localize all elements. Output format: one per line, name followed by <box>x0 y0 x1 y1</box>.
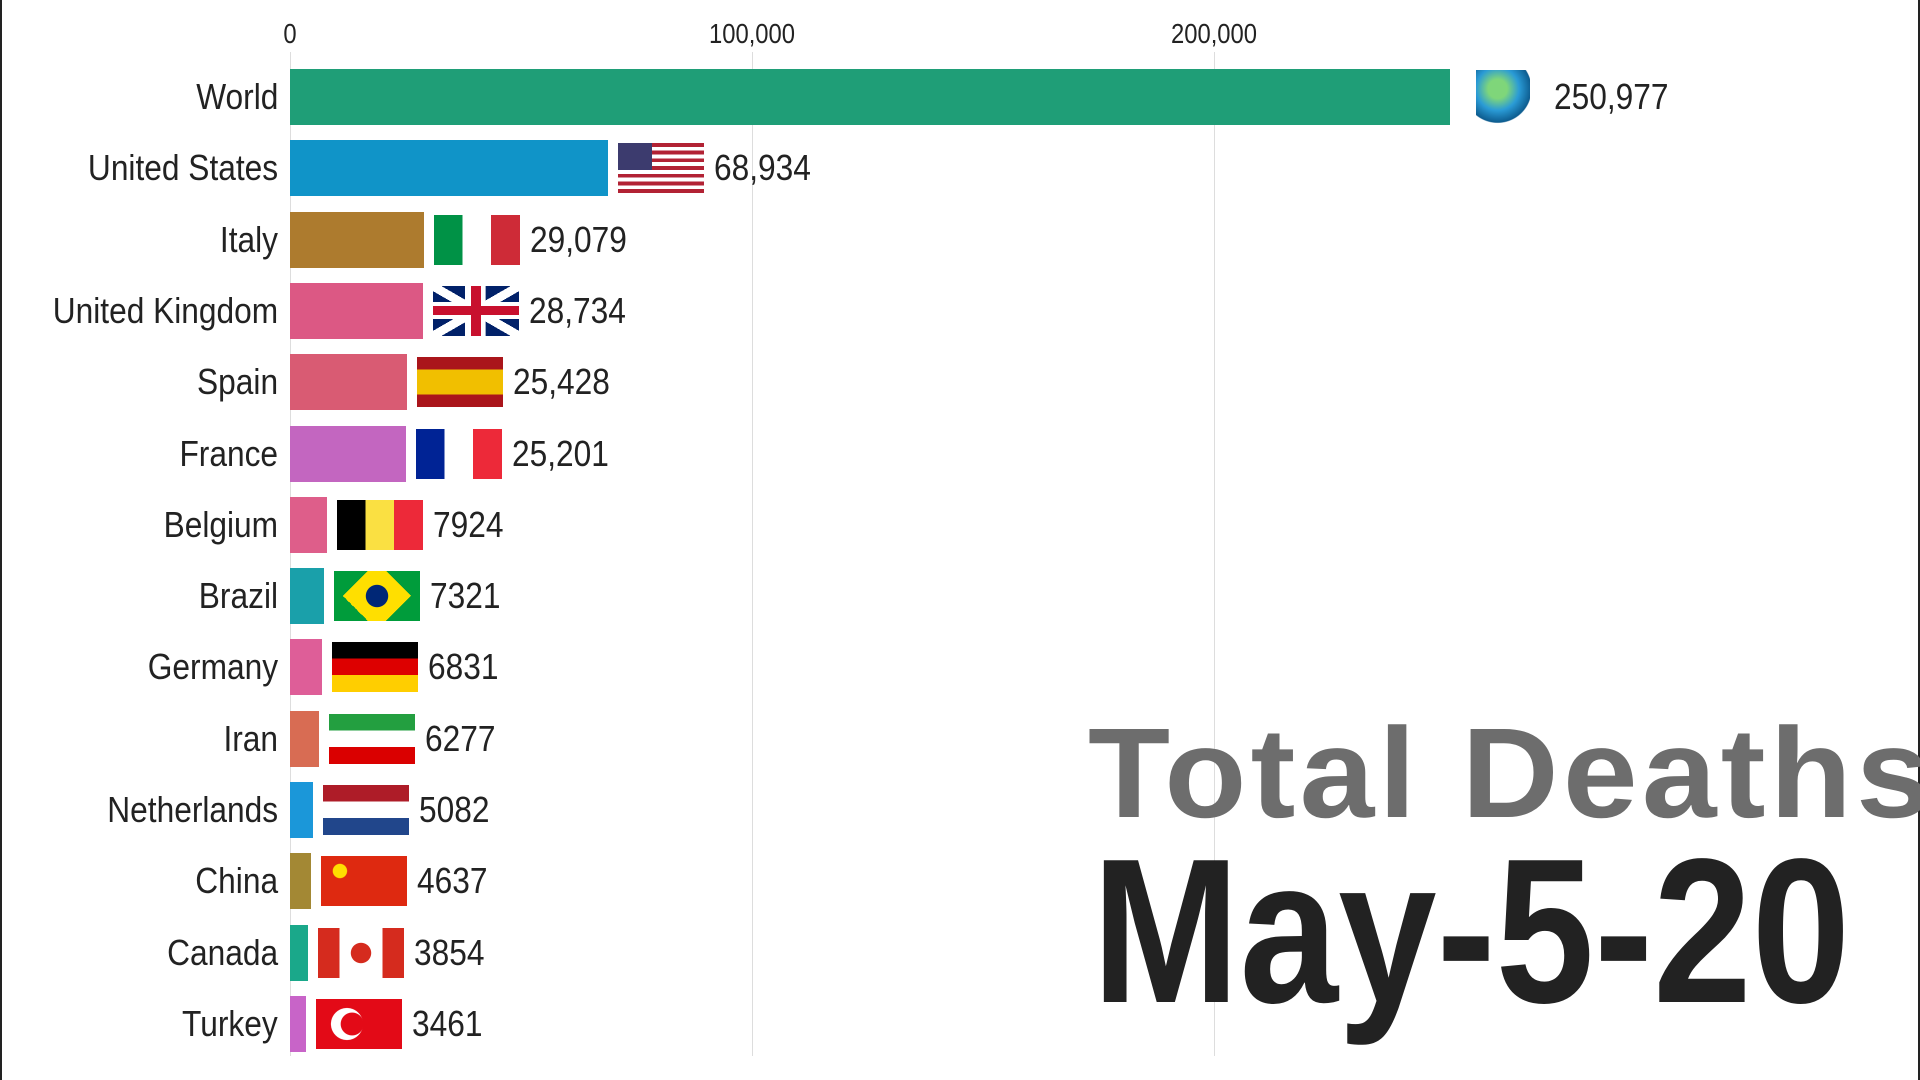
x-tick-label: 0 <box>283 18 297 49</box>
category-label: Spain <box>196 361 278 403</box>
bar <box>290 211 425 268</box>
bar <box>290 69 1450 125</box>
x-tick-label: 100,000 <box>708 18 796 49</box>
germany-flag-icon <box>331 642 418 693</box>
value-label: 68,934 <box>714 147 812 189</box>
category-label: Turkey <box>182 1002 278 1044</box>
globe-icon <box>1475 70 1530 124</box>
bar <box>290 782 314 838</box>
netherlands-flag-icon <box>323 785 410 835</box>
value-label: 25,201 <box>512 432 610 474</box>
bar <box>290 568 324 625</box>
bar <box>290 496 327 553</box>
chart-title: Total Deaths <box>1088 702 1920 845</box>
category-label: Brazil <box>198 575 278 617</box>
category-label: Italy <box>219 218 278 260</box>
bar <box>290 995 306 1052</box>
canada-flag-icon <box>317 927 404 978</box>
value-label: 29,079 <box>530 218 628 260</box>
iran-flag-icon <box>328 713 415 764</box>
spain-flag-icon <box>417 357 504 408</box>
category-label: Canada <box>167 931 278 973</box>
value-label: 25,428 <box>513 361 611 403</box>
gridline <box>752 52 753 1056</box>
x-tick-label: 200,000 <box>1170 18 1258 49</box>
category-label: United Kingdom <box>52 289 278 331</box>
bar <box>290 354 408 411</box>
category-label: World <box>195 76 278 117</box>
brazil-flag-icon <box>333 571 420 622</box>
category-label: Netherlands <box>107 789 278 830</box>
value-label: 7321 <box>429 575 501 617</box>
italy-flag-icon <box>434 214 521 265</box>
belgium-flag-icon <box>336 499 423 550</box>
gridline <box>290 52 291 1056</box>
category-label: United States <box>87 147 278 189</box>
bar <box>290 282 423 339</box>
value-label: 6277 <box>424 717 496 759</box>
category-label: Belgium <box>163 503 278 545</box>
bar <box>290 924 308 981</box>
value-label: 5082 <box>419 789 490 830</box>
date-label: May-5-20 <box>1092 816 1851 1046</box>
value-label: 7924 <box>432 503 504 545</box>
china-flag-icon <box>321 856 408 907</box>
value-label: 4637 <box>417 860 488 902</box>
value-label: 250,977 <box>1553 76 1669 117</box>
bar <box>290 140 609 197</box>
us-flag-icon <box>618 143 705 194</box>
category-label: France <box>179 432 278 474</box>
category-label: China <box>195 860 278 902</box>
value-label: 3854 <box>413 931 485 973</box>
uk-flag-icon <box>432 285 519 336</box>
bar <box>290 853 312 910</box>
gridline <box>1214 52 1215 1056</box>
value-label: 3461 <box>411 1002 483 1044</box>
value-label: 6831 <box>427 646 499 688</box>
bar <box>290 639 322 696</box>
bar <box>290 710 319 767</box>
bar <box>290 425 407 482</box>
category-label: Germany <box>147 646 278 688</box>
france-flag-icon <box>416 428 503 479</box>
category-label: Iran <box>223 717 278 759</box>
value-label: 28,734 <box>528 289 626 331</box>
turkey-flag-icon <box>315 998 402 1049</box>
